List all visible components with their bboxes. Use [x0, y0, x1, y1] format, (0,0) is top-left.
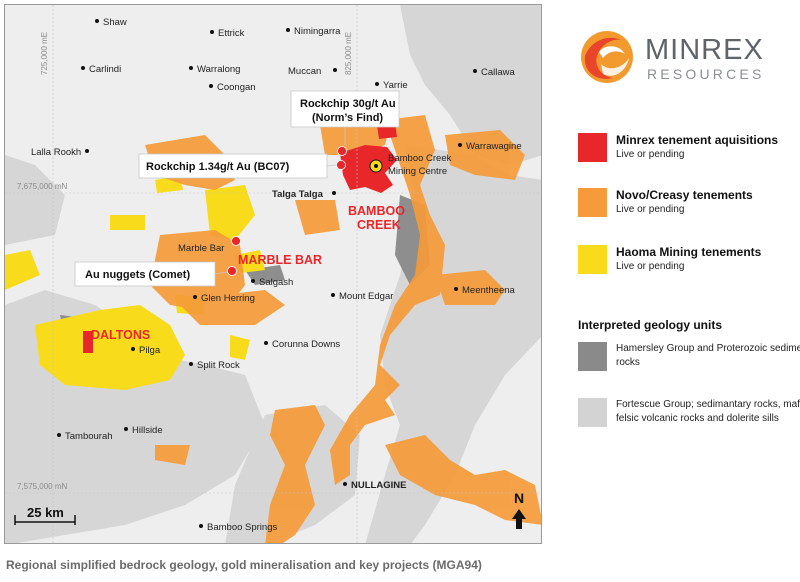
easting-label-825: 825,000 mE — [344, 32, 353, 75]
minrex-logo-icon — [581, 31, 633, 83]
town-glen-herring: Glen Herring — [201, 293, 255, 304]
legend-subtitle: Live or pending — [616, 204, 685, 215]
legend-title: Novo/Creasy tenements — [616, 188, 753, 202]
north-label: N — [514, 490, 524, 506]
legend-title: Haoma Mining tenements — [616, 245, 762, 259]
legend-swatch — [578, 398, 607, 427]
mining-centre-icon — [369, 159, 383, 173]
town-salgash: Salgash — [259, 277, 293, 288]
town-ettrick: Ettrick — [218, 28, 245, 39]
town-nullagine: NULLAGINE — [351, 480, 406, 491]
legend-swatch — [578, 245, 607, 274]
scale-label: 25 km — [27, 505, 64, 520]
legend-swatch — [578, 342, 607, 371]
minrex-logo: MINREX RESOURCES — [577, 28, 787, 88]
town-bamboo-creek-2: Mining Centre — [388, 166, 447, 177]
town-talga-talga: Talga Talga — [272, 189, 324, 200]
callout-norms-find: Rockchip 30g/t Au (Norm’s Find) — [290, 90, 400, 145]
callout-bc07: Rockchip 1.34g/t Au (BC07) — [138, 153, 338, 179]
town-tambourah: Tambourah — [65, 431, 113, 442]
project-bamboo-creek-1: BAMBOO — [348, 204, 405, 218]
project-marble-bar: MARBLE BAR — [238, 253, 322, 267]
legend-swatch — [578, 133, 607, 162]
logo-name: MINREX — [645, 34, 764, 66]
town-meentheena: Meentheena — [462, 285, 516, 296]
town-bamboo-springs: Bamboo Springs — [207, 522, 277, 533]
town-shaw: Shaw — [103, 17, 127, 28]
town-carlindi: Carlindi — [89, 64, 121, 75]
callout-norms-find-line2: (Norm’s Find) — [312, 112, 383, 124]
town-marble-bar: Marble Bar — [178, 243, 224, 254]
town-callawa: Callawa — [481, 67, 516, 78]
town-muccan: Muccan — [288, 66, 321, 77]
town-bamboo-creek-1: Bamboo Creek — [388, 153, 452, 164]
gold-sample-markers — [227, 146, 347, 276]
legend-panel: MINREX RESOURCES Minrex tenement aquisit… — [545, 0, 800, 550]
geology-heading: Interpreted geology units — [578, 318, 723, 332]
legend-subtitle: Live or pending — [616, 149, 685, 160]
geology-label: Hamersley Group and Proterozoic sediment… — [616, 343, 800, 368]
town-coongan: Coongan — [217, 82, 256, 93]
legend-title: Minrex tenement aquisitions — [616, 133, 779, 147]
town-nimingarra: Nimingarra — [294, 26, 341, 37]
haoma-tenements — [5, 175, 265, 390]
legend-subtitle: Live or pending — [616, 261, 685, 272]
geology-label: Fortescue Group; sedimantary rocks, mafi… — [616, 399, 800, 424]
town-mount-edgar: Mount Edgar — [339, 291, 393, 302]
callout-bc07-text: Rockchip 1.34g/t Au (BC07) — [146, 161, 290, 173]
north-arrow-icon: N — [512, 490, 526, 529]
town-warralong: Warralong — [197, 64, 240, 75]
town-lalla-rookh: Lalla Rookh — [31, 147, 81, 158]
callout-comet-text: Au nuggets (Comet) — [85, 269, 190, 281]
northing-label-7575: 7,575,000 mN — [17, 482, 67, 491]
town-warrawagine: Warrawagine — [466, 141, 522, 152]
callout-comet: Au nuggets (Comet) — [74, 261, 228, 287]
town-yarrie: Yarrie — [383, 80, 408, 91]
project-daltons: DALTONS — [91, 328, 150, 342]
northing-label-7675: 7,675,000 mN — [17, 182, 67, 191]
town-corunna-downs: Corunna Downs — [272, 339, 340, 350]
town-markers: Shaw Ettrick Nimingarra Carlindi Warralo… — [31, 17, 522, 533]
map-caption: Regional simplified bedrock geology, gol… — [6, 558, 482, 572]
town-split-rock: Split Rock — [197, 360, 240, 371]
town-pilga: Pilga — [139, 345, 161, 356]
legend-swatch — [578, 188, 607, 217]
easting-label-725: 725,000 mE — [40, 32, 49, 75]
scale-bar: 25 km — [14, 505, 76, 525]
logo-subtitle: RESOURCES — [647, 66, 765, 82]
novo-creasy-tenements — [145, 115, 541, 543]
map-canvas: 725,000 mE 825,000 mE 7,675,000 mN 7,575… — [5, 5, 541, 543]
callout-norms-find-line1: Rockchip 30g/t Au — [300, 98, 396, 110]
geology-map: 725,000 mE 825,000 mE 7,675,000 mN 7,575… — [4, 4, 542, 544]
project-bamboo-creek-2: CREEK — [357, 218, 401, 232]
town-hillside: Hillside — [132, 425, 163, 436]
